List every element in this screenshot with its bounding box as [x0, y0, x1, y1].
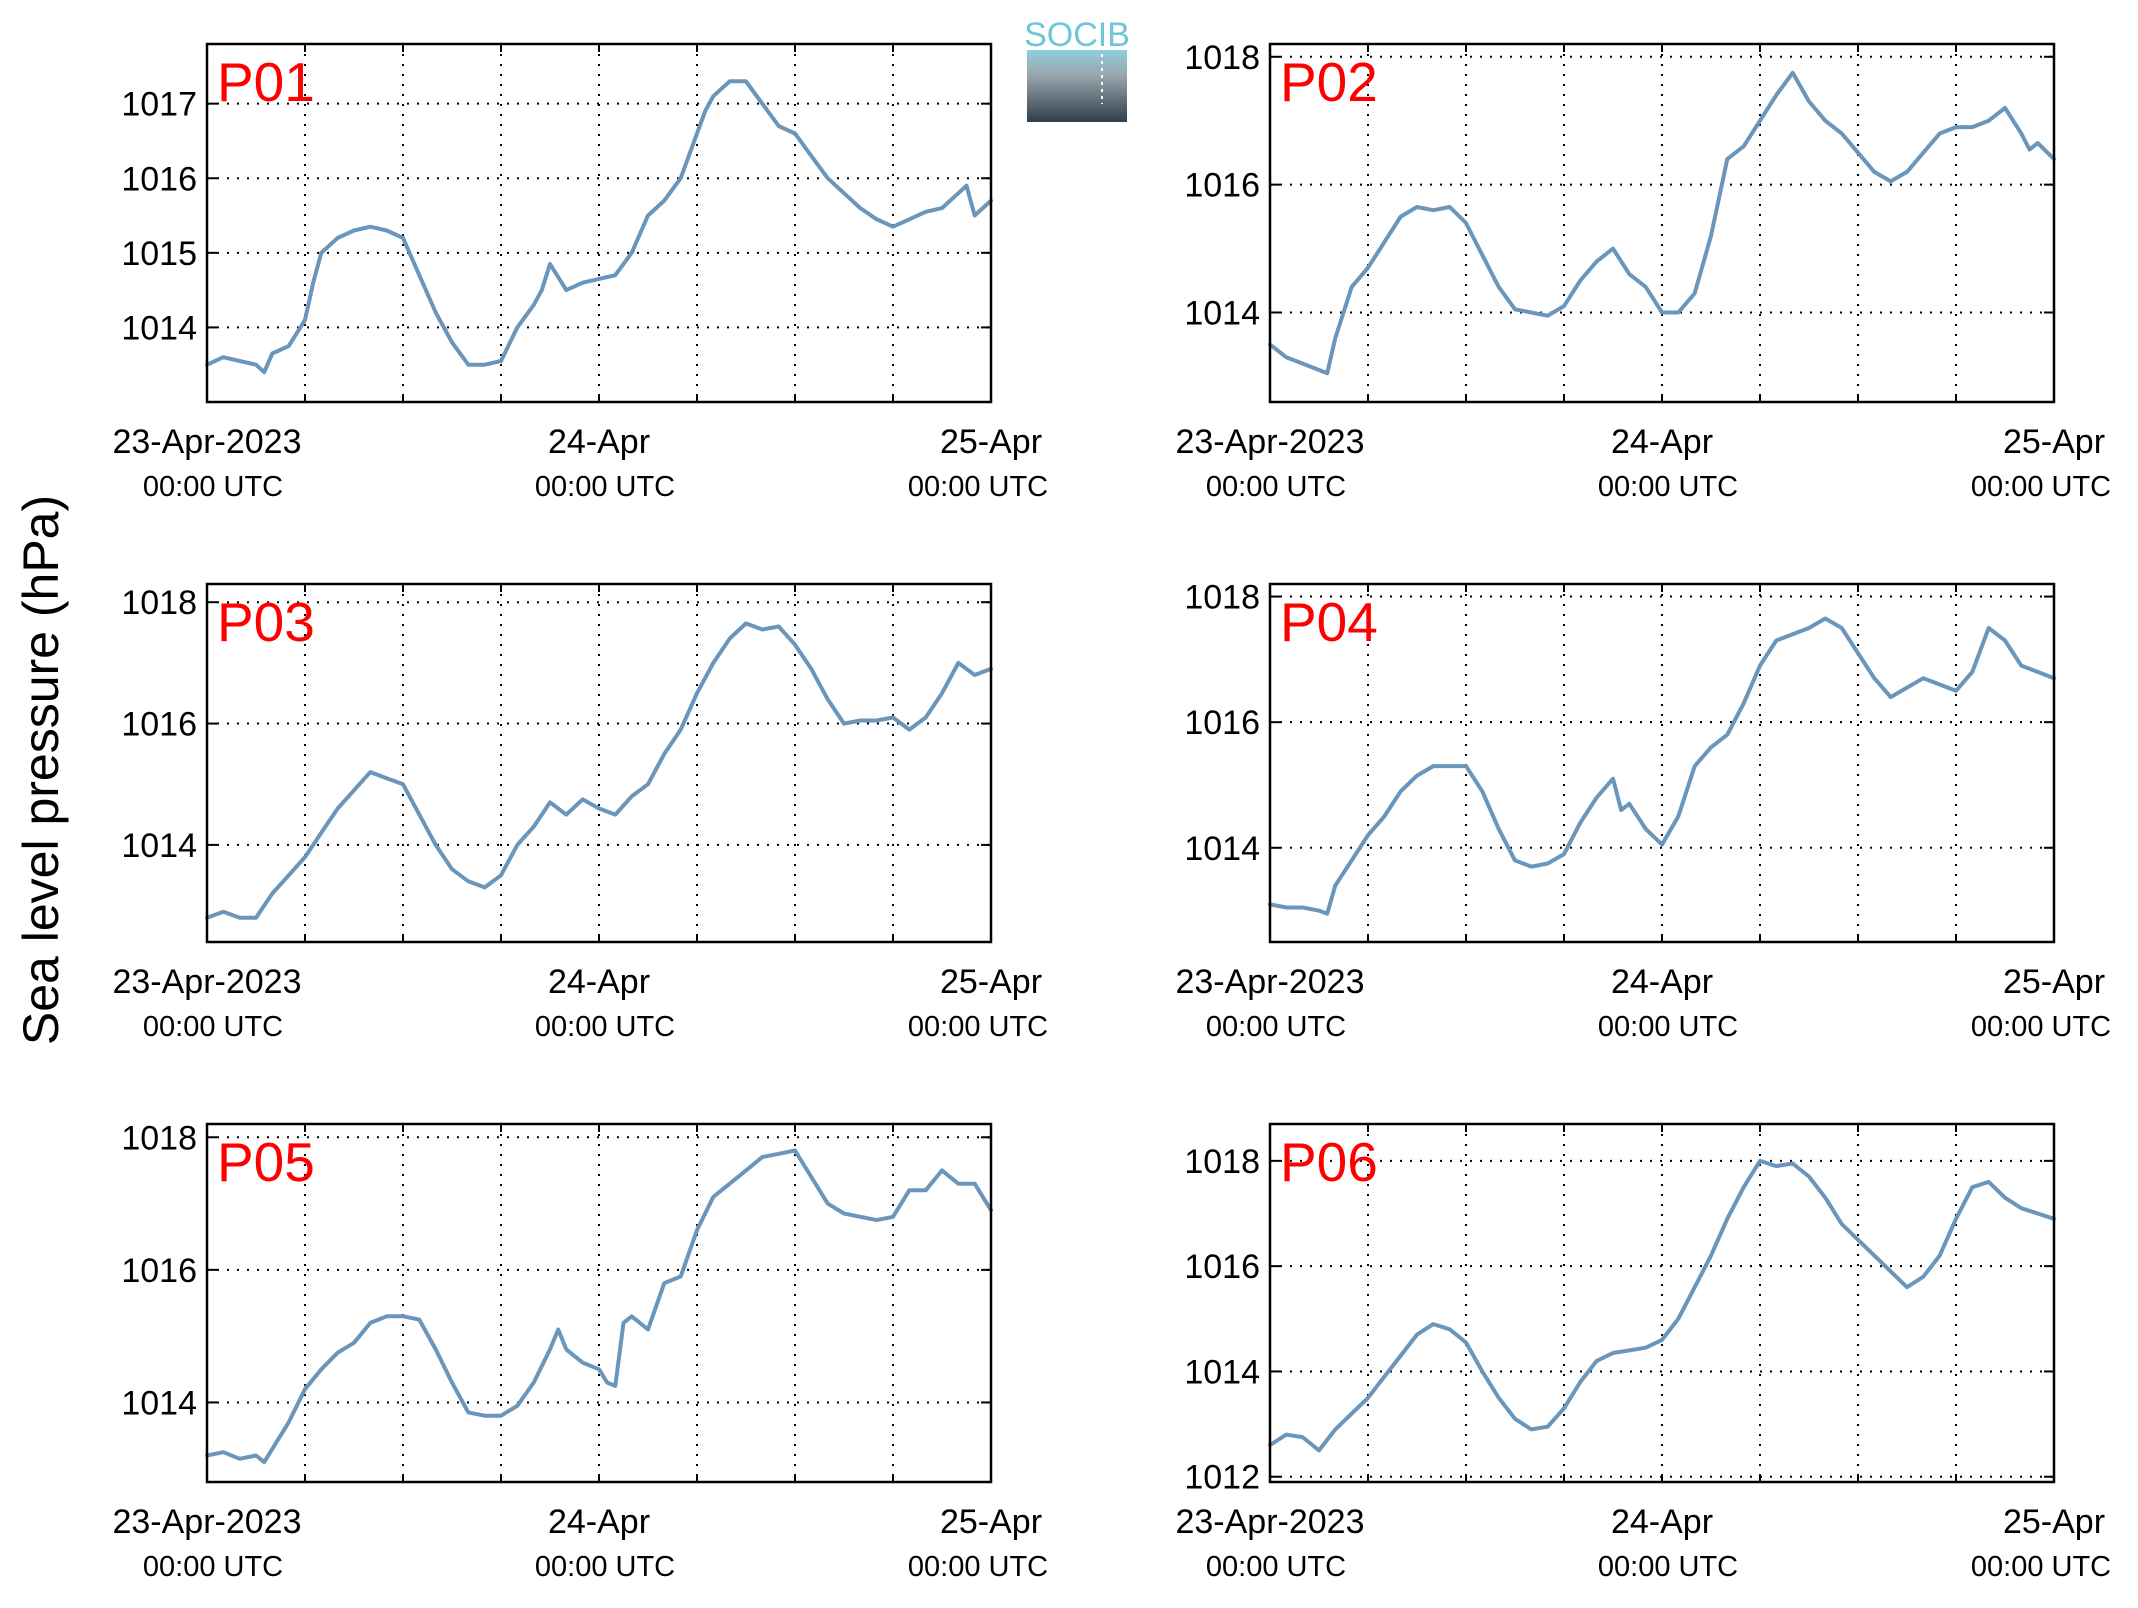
x-tick-label-time: 00:00 UTC [1206, 1011, 1346, 1043]
plot-area [1270, 1124, 2054, 1482]
x-tick-label-time: 00:00 UTC [143, 1551, 283, 1583]
plot-frame [1268, 1122, 2056, 1484]
series-line [205, 621, 993, 920]
x-tick-label-date: 25-Apr [940, 423, 1042, 461]
series-line [205, 1148, 993, 1465]
panel-label: P03 [217, 591, 315, 653]
plot-area [207, 44, 991, 402]
y-tick-label: 1014 [1184, 830, 1260, 868]
x-tick-label-date: 23-Apr-2023 [1175, 1503, 1364, 1541]
series-line [1268, 70, 2056, 376]
chart-panel-p02: 1014 1016 1018 23-Apr-2023 00:00 UTC 24-Apr 00… [1175, 39, 2111, 503]
x-tick-label-date: 25-Apr [940, 963, 1042, 1001]
y-tick-label: 1018 [121, 584, 197, 622]
x-tick-label-date: 24-Apr [548, 963, 650, 1001]
plot-frame [1268, 42, 2056, 404]
series-line [205, 79, 993, 375]
y-tick-label: 1016 [1184, 1248, 1260, 1286]
x-tick-label-time: 00:00 UTC [1598, 1011, 1738, 1043]
x-tick-label-date: 24-Apr [548, 1503, 650, 1541]
socib-logo-block [1027, 50, 1127, 122]
y-tick-label: 1016 [121, 1252, 197, 1290]
chart-panel-p05: 1014 1016 1018 23-Apr-2023 00:00 UTC 24-Apr 00… [112, 1119, 1048, 1583]
plot-frame [1268, 582, 2056, 944]
x-tick-label-date: 23-Apr-2023 [1175, 963, 1364, 1001]
y-tick-label: 1017 [121, 86, 197, 124]
y-tick-label: 1016 [1184, 704, 1260, 742]
y-tick-label: 1018 [1184, 1143, 1260, 1181]
y-tick-label: 1015 [121, 235, 197, 273]
chart-panel-p03: 1014 1016 1018 23-Apr-2023 00:00 UTC 24-Apr 00… [112, 582, 1048, 1043]
y-tick-label: 1016 [121, 706, 197, 744]
y-tick-label: 1018 [1184, 579, 1260, 617]
plot-area [207, 584, 991, 942]
x-tick-label-date: 23-Apr-2023 [112, 423, 301, 461]
series-line [1268, 1158, 2056, 1453]
series-line [1268, 616, 2056, 916]
plot-area [207, 1124, 991, 1482]
y-tick-label: 1014 [1184, 295, 1260, 333]
y-axis-label: Sea level pressure (hPa) [13, 495, 69, 1045]
y-tick-label: 1012 [1184, 1459, 1260, 1497]
x-tick-label-time: 00:00 UTC [535, 471, 675, 503]
x-tick-label-date: 24-Apr [548, 423, 650, 461]
panel-label: P06 [1280, 1131, 1378, 1193]
socib-logo-text: SOCIB [1024, 16, 1130, 54]
y-tick-label: 1014 [121, 1384, 197, 1422]
y-tick-label: 1014 [1184, 1353, 1260, 1391]
x-tick-label-time: 00:00 UTC [1206, 471, 1346, 503]
x-tick-label-date: 23-Apr-2023 [1175, 423, 1364, 461]
panel-label: P02 [1280, 51, 1378, 113]
x-tick-label-time: 00:00 UTC [1971, 471, 2111, 503]
y-tick-label: 1014 [121, 827, 197, 865]
x-tick-label-time: 00:00 UTC [1206, 1551, 1346, 1583]
x-tick-label-date: 25-Apr [2003, 423, 2105, 461]
x-tick-label-date: 23-Apr-2023 [112, 963, 301, 1001]
x-tick-label-time: 00:00 UTC [1598, 471, 1738, 503]
x-tick-label-time: 00:00 UTC [1598, 1551, 1738, 1583]
panel-label: P01 [217, 51, 315, 113]
y-tick-label: 1018 [1184, 39, 1260, 77]
chart-panel-p01: 1014 1015 1016 1017 23-Apr-2023 00:00 UTC 24-A… [112, 42, 1048, 503]
panel-label: P04 [1280, 591, 1378, 653]
x-tick-label-date: 24-Apr [1611, 963, 1713, 1001]
plot-frame [205, 582, 993, 944]
x-tick-label-time: 00:00 UTC [1971, 1011, 2111, 1043]
x-tick-label-date: 25-Apr [2003, 1503, 2105, 1541]
panel-label: P05 [217, 1131, 315, 1193]
x-tick-label-time: 00:00 UTC [143, 1011, 283, 1043]
x-tick-label-time: 00:00 UTC [1971, 1551, 2111, 1583]
x-tick-label-date: 24-Apr [1611, 1503, 1713, 1541]
chart-panel-p04: 1014 1016 1018 23-Apr-2023 00:00 UTC 24-Apr 00… [1175, 579, 2111, 1043]
x-tick-label-date: 25-Apr [940, 1503, 1042, 1541]
x-tick-label-time: 00:00 UTC [143, 471, 283, 503]
chart-panel-p06: 1012 1014 1016 1018 23-Apr-2023 00:00 UTC 24-A… [1175, 1122, 2111, 1583]
x-tick-label-time: 00:00 UTC [908, 1011, 1048, 1043]
plot-area [1270, 44, 2054, 402]
y-tick-label: 1014 [121, 309, 197, 347]
x-tick-label-time: 00:00 UTC [908, 471, 1048, 503]
x-tick-label-time: 00:00 UTC [908, 1551, 1048, 1583]
x-tick-label-time: 00:00 UTC [535, 1551, 675, 1583]
y-tick-label: 1016 [1184, 167, 1260, 205]
x-tick-label-time: 00:00 UTC [535, 1011, 675, 1043]
plot-frame [205, 42, 993, 404]
plot-area [1270, 584, 2054, 942]
socib-logo: SOCIB [1024, 16, 1130, 122]
x-tick-label-date: 24-Apr [1611, 423, 1713, 461]
x-tick-label-date: 23-Apr-2023 [112, 1503, 301, 1541]
y-tick-label: 1018 [121, 1119, 197, 1157]
plot-frame [205, 1122, 993, 1484]
x-tick-label-date: 25-Apr [2003, 963, 2105, 1001]
y-tick-label: 1016 [121, 160, 197, 198]
